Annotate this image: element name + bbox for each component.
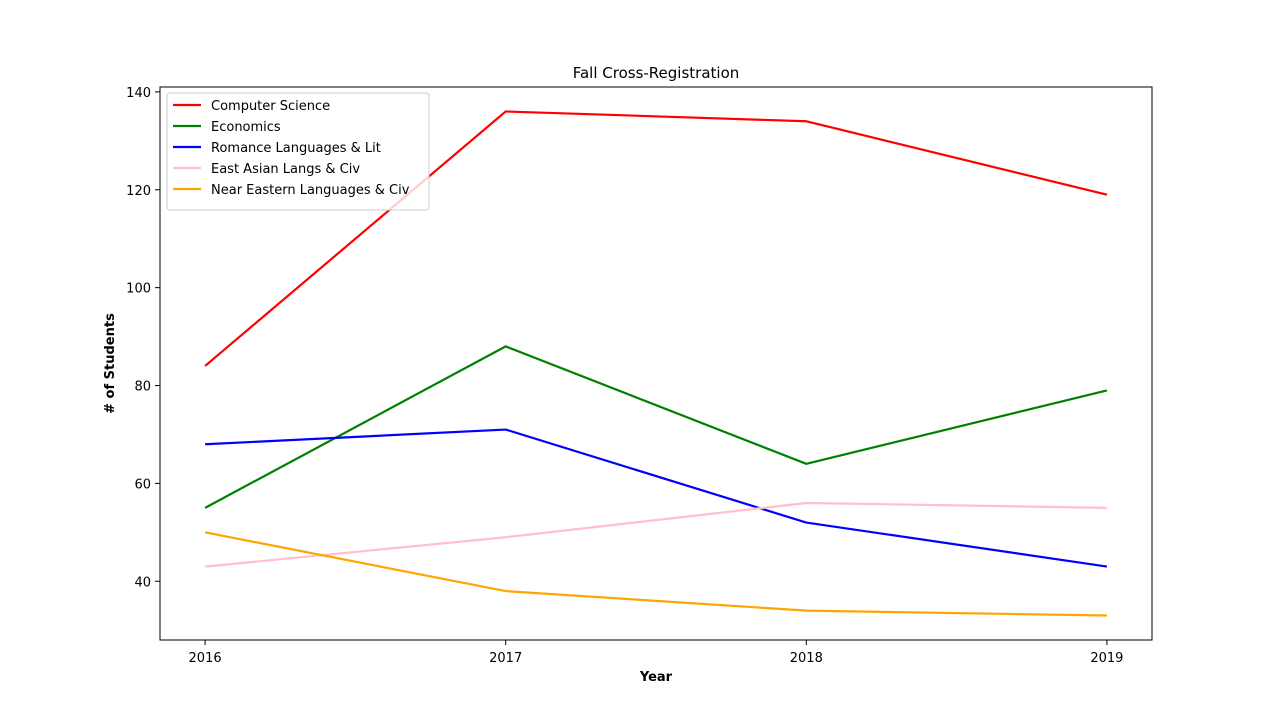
x-axis-ticks: 2016 2017 2018 2019 (189, 640, 1123, 666)
legend-label: East Asian Langs & Civ (211, 162, 360, 177)
series-line-romance-languages-lit (205, 428, 1108, 568)
x-tick-label: 2017 (489, 651, 522, 666)
legend-label: Economics (211, 120, 281, 135)
series-line-near-eastern-languages-civ (204, 531, 1107, 617)
y-tick-label: 120 (126, 184, 151, 199)
series-lines (204, 110, 1108, 617)
y-axis-ticks: 40 60 80 100 120 140 (126, 86, 160, 590)
y-tick-label: 100 (126, 282, 151, 297)
x-axis-label: Year (639, 670, 673, 685)
series-line-east-asian-langs-civ (204, 501, 1107, 568)
x-tick-label: 2016 (189, 651, 222, 666)
chart-title: Fall Cross-Registration (573, 64, 740, 82)
x-tick-label: 2019 (1090, 651, 1123, 666)
y-axis-label: # of Students (103, 313, 118, 414)
legend-label: Near Eastern Languages & Civ (211, 183, 410, 198)
y-tick-label: 140 (126, 86, 151, 101)
y-tick-label: 60 (134, 477, 151, 492)
legend: Computer Science Economics Romance Languag… (166, 92, 430, 211)
legend-box (166, 92, 430, 211)
y-tick-label: 40 (134, 575, 151, 590)
series-line-computer-science (204, 110, 1108, 367)
legend-label: Romance Languages & Lit (211, 141, 381, 156)
legend-label: Computer Science (211, 99, 330, 114)
x-tick-label: 2018 (790, 651, 823, 666)
plot-area-frame (159, 86, 1153, 641)
series-line-economics (204, 345, 1108, 509)
y-tick-label: 80 (134, 380, 151, 395)
